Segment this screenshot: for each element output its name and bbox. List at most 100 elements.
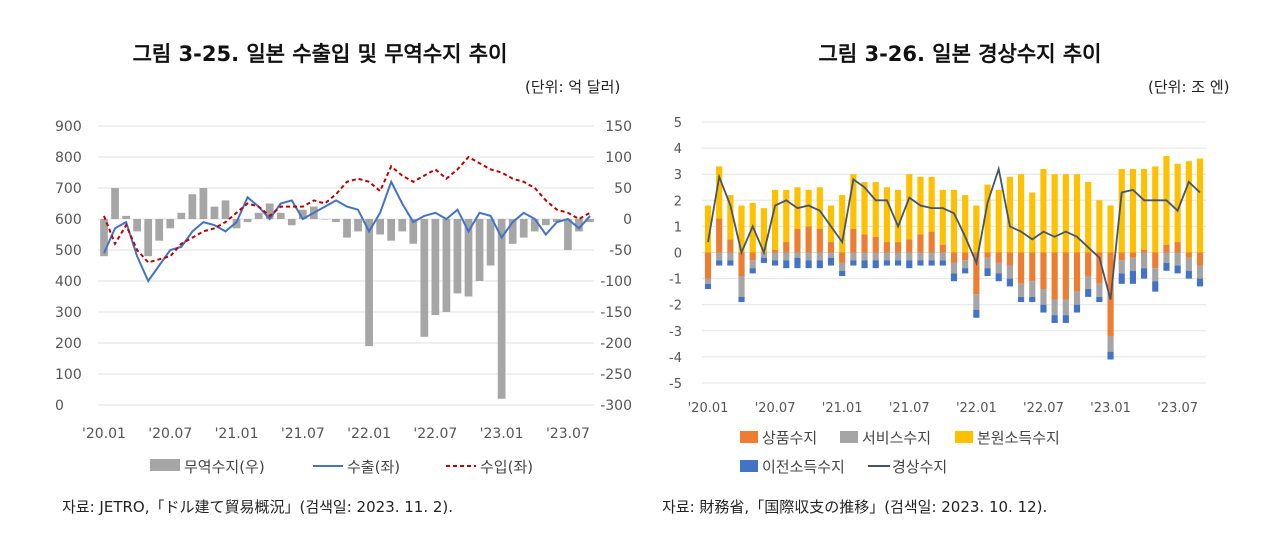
x-tick-label: '22.07 [413, 426, 457, 442]
y-left-tick-label: 100 [55, 367, 82, 383]
y-left-tick-label: 400 [55, 274, 82, 290]
trade-balance-bar [265, 203, 274, 219]
left-chart-panel: 그림 3-25. 일본 수출입 및 무역수지 추이 (단위: 억 달러) 900… [55, 42, 632, 516]
stacked-bar-segment [1062, 174, 1069, 253]
stacked-bar-segment [1163, 252, 1170, 263]
stacked-bar-segment [1051, 252, 1058, 300]
x-tick-label: '21.07 [889, 401, 930, 416]
stacked-bar-segment [1073, 174, 1081, 253]
stacked-bar-segment [883, 242, 890, 253]
stacked-bar-segment [1062, 299, 1069, 316]
stacked-bar-segment [760, 208, 767, 253]
stacked-bar-segment [917, 260, 924, 266]
stacked-bar-segment [1174, 163, 1181, 243]
y-tick-label: -4 [669, 351, 682, 366]
stacked-bar-segment [1040, 289, 1047, 305]
stacked-bar-segment [928, 176, 935, 232]
stacked-bar-segment [850, 260, 857, 266]
stacked-bar-segment [962, 260, 969, 269]
stacked-bar-segment [716, 260, 723, 266]
x-tick-label: '20.07 [755, 401, 796, 416]
legend-label: 이전소득수지 [762, 458, 845, 476]
trade-balance-bar [464, 219, 473, 297]
stacked-bar-segment [1006, 176, 1013, 253]
y-right-tick-label: -150 [600, 305, 632, 321]
stacked-bar-segment [1085, 252, 1092, 276]
y-tick-label: -2 [669, 299, 682, 314]
stacked-bar-segment [704, 283, 712, 290]
stacked-bar-segment [850, 229, 857, 253]
stacked-bar-segment [1185, 257, 1192, 271]
stacked-bar-segment [1062, 252, 1069, 300]
stacked-bar-segment [738, 252, 745, 276]
stacked-bar-segment [1129, 168, 1136, 253]
trade-balance-bar [210, 206, 219, 219]
stacked-bar-segment [827, 257, 835, 266]
y-tick-label: -3 [669, 325, 682, 340]
stacked-bar-segment [939, 260, 946, 266]
trade-balance-bar [387, 219, 396, 241]
stacked-bar-segment [1152, 252, 1159, 269]
legend-label: 무역수지(우) [184, 458, 265, 476]
y-tick-label: 5 [674, 116, 682, 131]
stacked-bar-segment [895, 260, 902, 266]
stacked-bar-segment [760, 257, 767, 263]
trade-balance-bar [199, 188, 208, 219]
stacked-bar-segment [872, 260, 879, 269]
stacked-bar-segment [1051, 315, 1058, 323]
trade-balance-bar [453, 219, 462, 294]
stacked-bar-segment [749, 268, 756, 274]
stacked-bar-segment [1029, 192, 1036, 253]
trade-balance-bar [111, 188, 119, 219]
y-left-tick-label: 200 [55, 336, 82, 352]
stacked-bar-segment [906, 174, 913, 240]
stacked-bar-segment [950, 273, 958, 282]
stacked-bar-segment [704, 278, 712, 284]
stacked-bar-segment [716, 166, 723, 219]
stacked-bar-segment [816, 229, 823, 253]
stacked-bar-segment [1129, 252, 1136, 258]
stacked-bar-segment [1185, 161, 1192, 253]
stacked-bar-segment [895, 242, 902, 253]
stacked-bar-segment [760, 252, 767, 258]
stacked-bar-segment [1040, 304, 1047, 313]
stacked-bar-segment [1073, 291, 1081, 305]
trade-balance-bar [221, 200, 230, 219]
x-tick-label: '21.07 [281, 426, 325, 442]
stacked-bar-segment [1107, 336, 1114, 352]
stacked-bar-segment [1174, 265, 1181, 274]
stacked-bar-segment [1040, 168, 1047, 253]
stacked-bar-segment [984, 184, 991, 253]
stacked-bar-segment [872, 252, 879, 261]
stacked-bar-segment [805, 189, 812, 227]
stacked-bar-segment [794, 229, 801, 253]
trade-balance-bar [365, 219, 373, 347]
stacked-bar-segment [839, 252, 846, 263]
stacked-bar-segment [984, 252, 991, 258]
trade-balance-bar [298, 209, 307, 219]
stacked-bar-segment [1051, 299, 1058, 316]
trade-balance-bar [431, 219, 440, 316]
stacked-bar-segment [1118, 273, 1125, 284]
stacked-bar-segment [950, 252, 958, 263]
trade-balance-bar [287, 219, 296, 226]
y-left-tick-label: 500 [55, 243, 82, 259]
stacked-bar-segment [1185, 270, 1192, 279]
stacked-bar-segment [783, 260, 790, 269]
trade-balance-bar [177, 212, 186, 219]
stacked-bar-segment [1185, 252, 1192, 258]
stacked-bar-segment [827, 252, 835, 258]
legend-swatch [740, 460, 758, 472]
stacked-bar-segment [995, 262, 1002, 274]
stacked-bar-segment [839, 262, 846, 271]
stacked-bar-segment [1029, 281, 1036, 297]
trade-balance-bar [188, 194, 197, 219]
y-tick-label: 3 [674, 168, 682, 183]
unit-label: (단위: 억 달러) [525, 78, 621, 96]
legend-label: 경상수지 [892, 458, 947, 476]
stacked-bar-segment [1085, 289, 1092, 297]
stacked-bar-segment [872, 236, 879, 253]
stacked-bar-segment [1196, 278, 1204, 287]
stacked-bar-segment [1096, 252, 1103, 284]
stacked-bar-segment [1018, 174, 1025, 253]
